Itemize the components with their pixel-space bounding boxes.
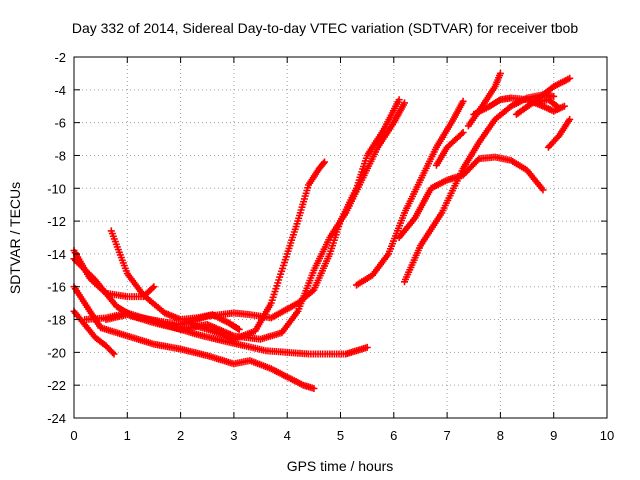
y-tick-label: -6 bbox=[54, 116, 66, 131]
x-tick-label: 5 bbox=[337, 428, 344, 443]
ticks: 0 1 2 3 4 5 6 7 8 9 10 -24 -22 -20 -18 -16 -14 -12 -10 -8 -6… bbox=[47, 50, 614, 443]
x-tick-label: 3 bbox=[230, 428, 237, 443]
x-tick-label: 2 bbox=[177, 428, 184, 443]
series-markers bbox=[187, 158, 328, 343]
y-axis-label: SDTVAR / TECUs bbox=[7, 182, 23, 294]
series-markers bbox=[512, 96, 563, 118]
series-markers bbox=[432, 129, 467, 169]
series-track-11 bbox=[401, 91, 558, 286]
x-tick-label: 6 bbox=[390, 428, 397, 443]
y-tick-label: -8 bbox=[54, 148, 66, 163]
y-tick-label: -18 bbox=[47, 313, 66, 328]
x-tick-label: 9 bbox=[550, 428, 557, 443]
y-tick-label: -16 bbox=[47, 280, 66, 295]
series-markers bbox=[353, 97, 467, 289]
x-tick-label: 7 bbox=[443, 428, 450, 443]
series-track-16 bbox=[512, 96, 563, 118]
series-track-9 bbox=[353, 97, 467, 289]
series-markers bbox=[401, 91, 558, 286]
x-tick-label: 0 bbox=[70, 428, 77, 443]
y-tick-label: -14 bbox=[47, 247, 66, 262]
series-markers bbox=[395, 153, 547, 241]
chart-title: Day 332 of 2014, Sidereal Day-to-day VTE… bbox=[72, 20, 579, 36]
series-track-2 bbox=[70, 247, 158, 301]
x-tick-label: 8 bbox=[497, 428, 504, 443]
y-tick-label: -20 bbox=[47, 345, 66, 360]
series-track-10 bbox=[395, 153, 547, 241]
y-tick-label: -4 bbox=[54, 83, 66, 98]
series-track-12 bbox=[432, 129, 467, 169]
y-tick-label: -10 bbox=[47, 181, 66, 196]
series-markers bbox=[544, 115, 574, 151]
y-tick-label: -12 bbox=[47, 214, 66, 229]
x-tick-label: 10 bbox=[600, 428, 614, 443]
series-markers bbox=[70, 247, 158, 301]
y-tick-label: -2 bbox=[54, 50, 66, 65]
grid bbox=[74, 57, 607, 418]
y-tick-label: -24 bbox=[47, 411, 66, 426]
x-tick-label: 4 bbox=[284, 428, 291, 443]
series-layer bbox=[70, 69, 574, 392]
series-track-17 bbox=[544, 115, 574, 151]
y-tick-label: -22 bbox=[47, 378, 66, 393]
x-axis-label: GPS time / hours bbox=[287, 458, 394, 474]
series-track-8 bbox=[187, 158, 328, 343]
x-tick-label: 1 bbox=[124, 428, 131, 443]
